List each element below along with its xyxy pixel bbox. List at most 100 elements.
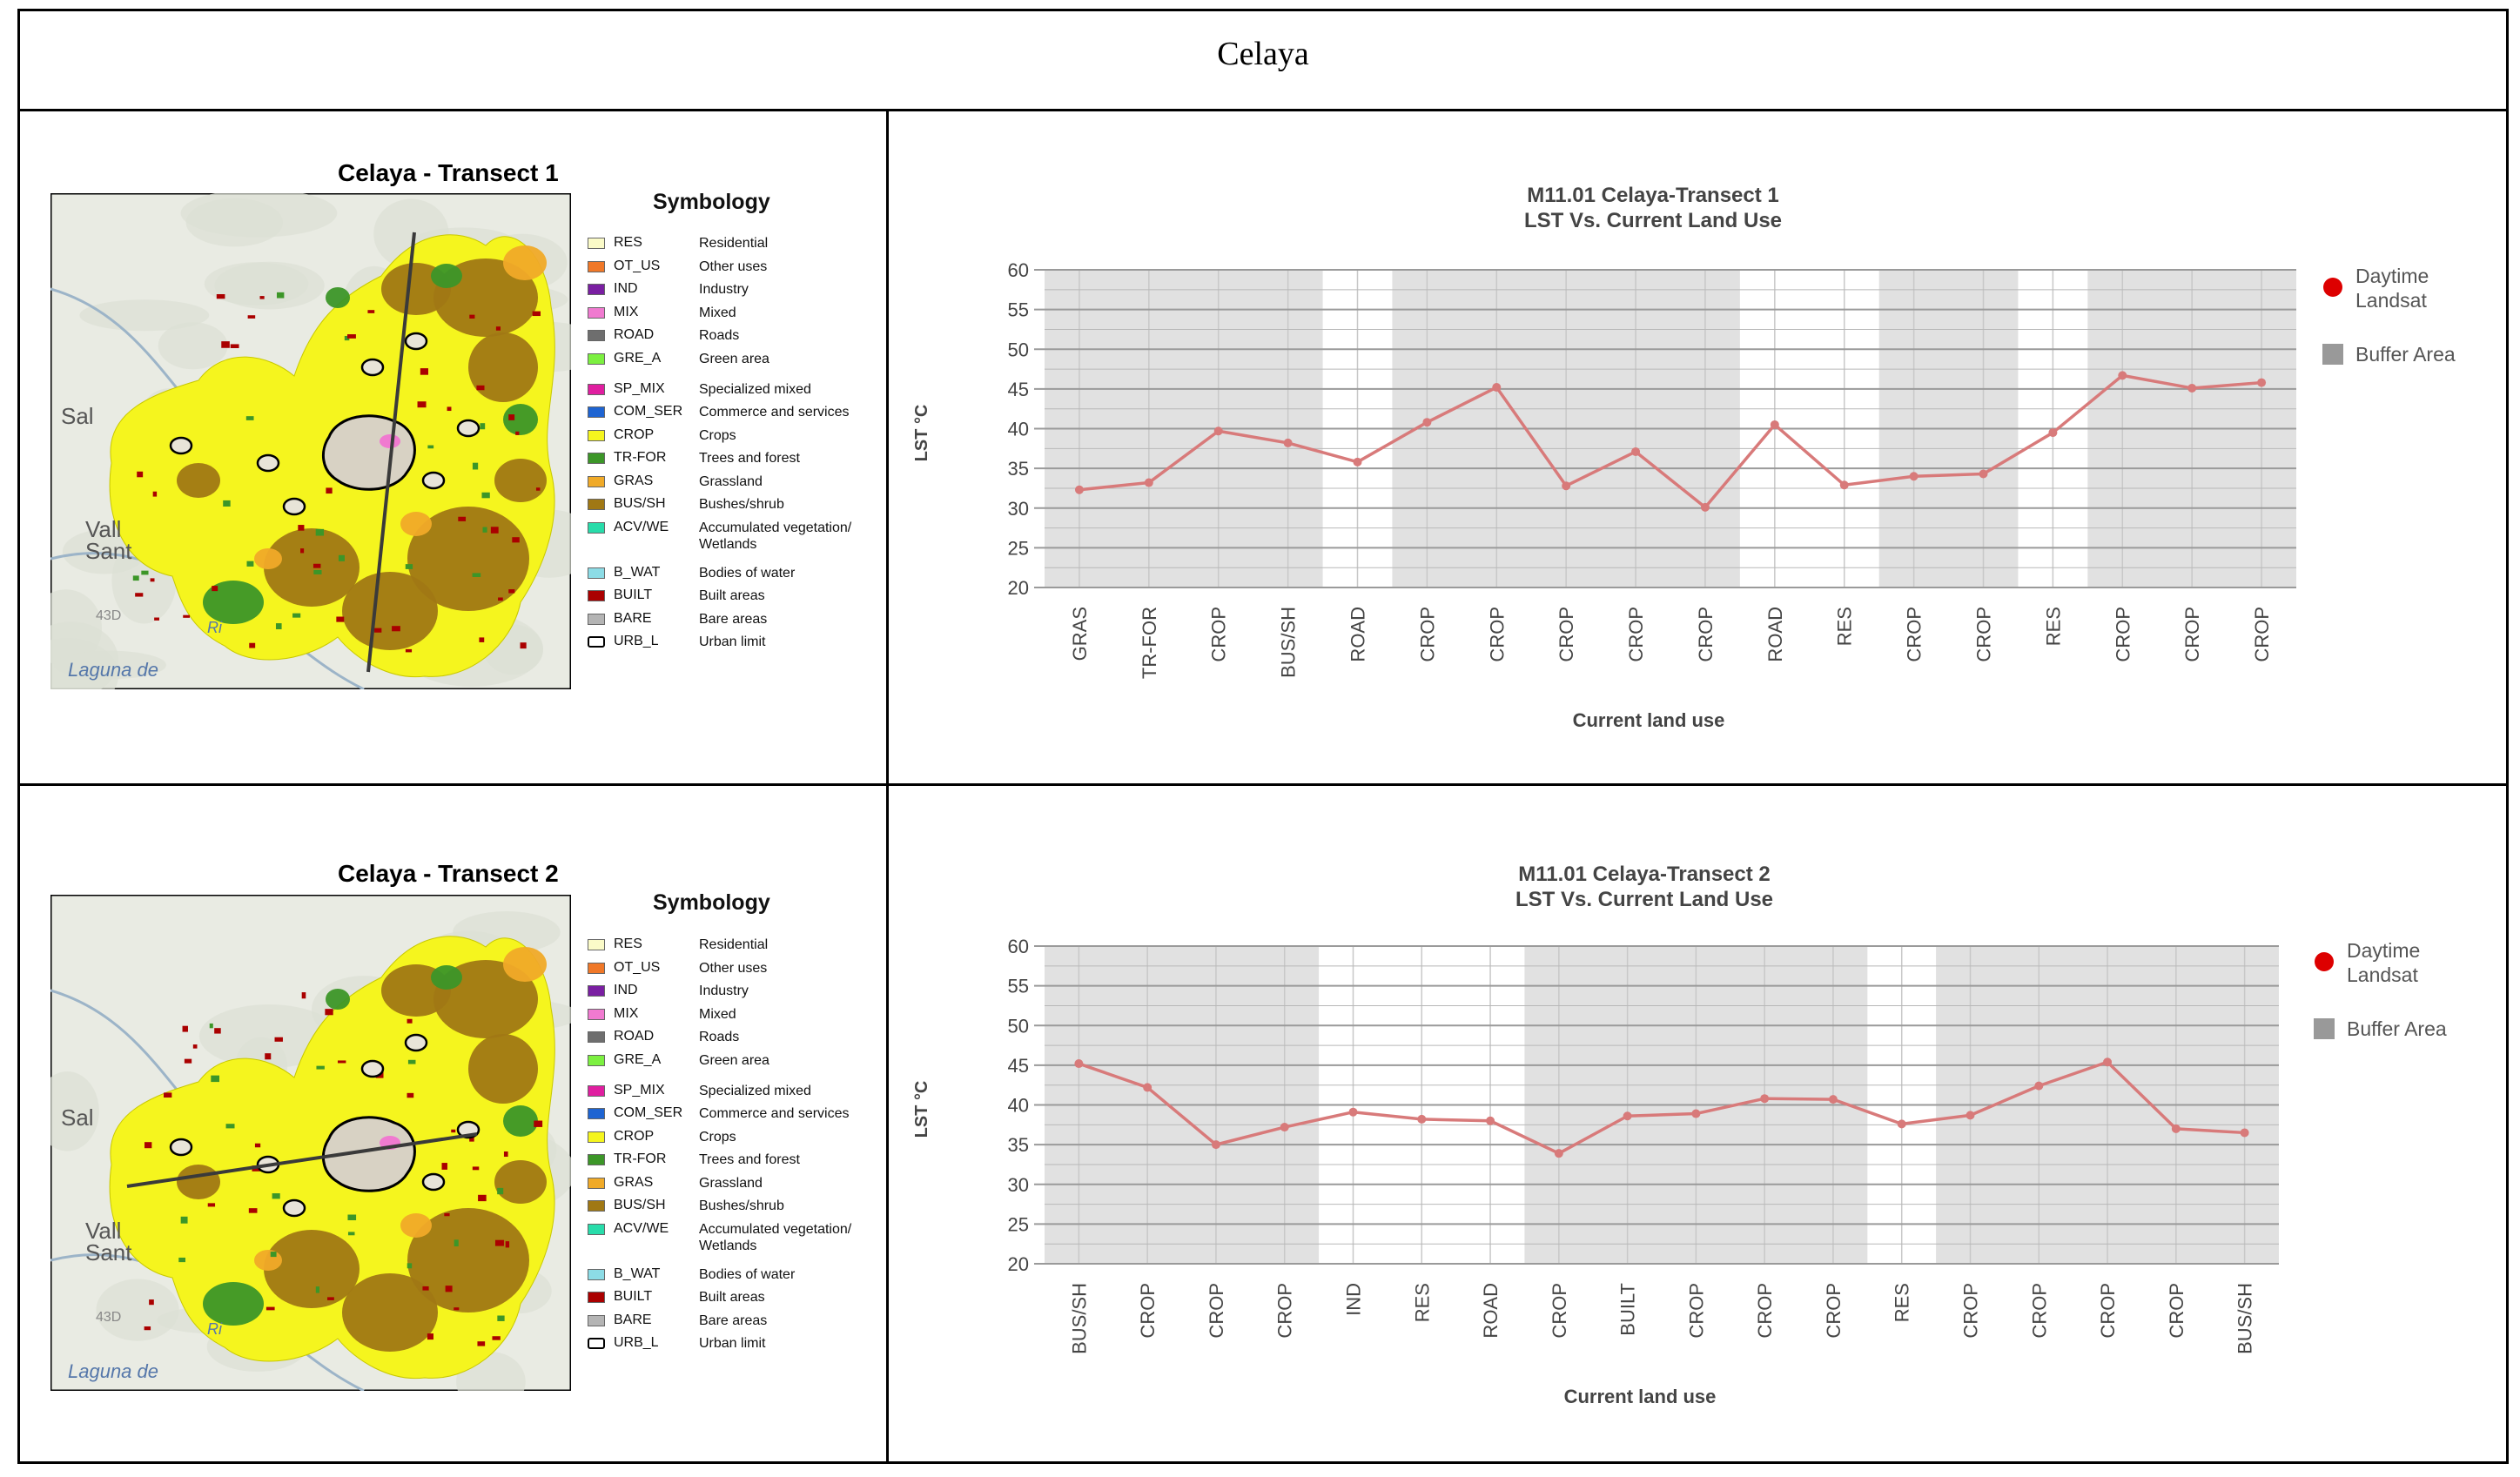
x-tick-label: RES [1411, 1283, 1433, 1322]
land-use-speck [164, 1092, 172, 1098]
legend-swatch [588, 238, 605, 249]
legend-description: Urban limit [699, 634, 766, 649]
data-point [1280, 1123, 1289, 1132]
land-use-speck [532, 311, 541, 317]
legend-swatch [588, 567, 605, 579]
land-use-speck [347, 1232, 355, 1236]
legend-swatch [588, 330, 605, 341]
land-use-speck [141, 570, 149, 575]
land-use-patch [503, 404, 538, 435]
legend-description: Green area [699, 1053, 769, 1068]
map-place-label: Sal [61, 403, 94, 429]
legend-description: Industry [699, 984, 749, 998]
legend-description: Mixed [699, 305, 736, 320]
land-use-speck [338, 554, 345, 561]
x-tick-label: CROP [1486, 607, 1508, 662]
series-line-segment [1356, 420, 1428, 464]
legend-description: Specialized mixed [699, 1084, 811, 1098]
data-point [1353, 457, 1362, 467]
land-use-speck [184, 1058, 192, 1064]
land-use-speck [498, 597, 503, 601]
land-use-speck [312, 563, 321, 568]
land-use-speck [216, 293, 225, 299]
urban-limit [404, 332, 428, 351]
data-point [1839, 480, 1849, 490]
legend-description: Bodies of water [699, 1267, 796, 1282]
data-point [1074, 1059, 1084, 1069]
legend-code: OT_US [614, 258, 661, 273]
legend-code: BUILT [614, 1289, 653, 1304]
land-use-speck [249, 642, 256, 648]
legend-swatch [588, 1200, 605, 1212]
urban-limit [360, 1059, 385, 1078]
x-tick-label: RES [1892, 1283, 1913, 1322]
land-use-speck [427, 1333, 433, 1340]
land-use-speck [221, 341, 230, 348]
legend-code: BARE [614, 1313, 652, 1327]
legend-swatch [588, 1085, 605, 1097]
legend-swatch [588, 590, 605, 601]
land-use-speck [315, 1286, 320, 1293]
legend-code: ROAD [614, 1029, 655, 1044]
land-use-patch [431, 264, 462, 288]
map-place-label: Sant [85, 1239, 132, 1266]
x-tick-label: CROP [2251, 607, 2273, 662]
x-tick-label: CROP [1549, 1283, 1570, 1339]
series-line-segment [1078, 1062, 1148, 1090]
series-line-segment [1565, 450, 1636, 487]
data-point [1909, 472, 1919, 481]
land-use-speck [315, 528, 325, 536]
data-point [1486, 1116, 1495, 1125]
chart-subtitle: LST Vs. Current Land Use [1524, 209, 1782, 232]
series-line-segment [1146, 1086, 1218, 1146]
x-tick-label: CROP [1973, 607, 1995, 662]
x-tick-label: CROP [1416, 607, 1438, 662]
land-use-speck [427, 445, 434, 449]
legend-description: Built areas [699, 1290, 765, 1305]
land-use-speck [492, 1336, 501, 1340]
land-use-speck [245, 416, 254, 420]
land-use-speck [144, 1326, 151, 1331]
data-point [1966, 1111, 1975, 1120]
legend-description: Mixed [699, 1007, 736, 1022]
land-use-speck [149, 1299, 154, 1306]
series-line-segment [2175, 1127, 2245, 1135]
y-tick-label: 40 [1008, 419, 1029, 440]
x-tick-label: ROAD [1764, 607, 1786, 662]
series-line-segment [1696, 1097, 1765, 1116]
legend-description: Specialized mixed [699, 382, 811, 397]
data-point [1422, 418, 1432, 427]
x-tick-label: ROAD [1480, 1283, 1502, 1339]
series-line-segment [1764, 1097, 1833, 1101]
map-place-label: Sant [85, 538, 132, 564]
terrain-shade [79, 299, 210, 332]
data-point [1492, 383, 1502, 393]
chart-title: M11.01 Celaya-Transect 2 [1518, 863, 1771, 886]
data-point [1770, 420, 1779, 429]
legend-label: Buffer Area [2347, 1017, 2447, 1040]
land-use-speck [254, 1143, 261, 1148]
land-use-patch [503, 947, 547, 982]
legend-code: ACV/WE [614, 1221, 669, 1236]
terrain-shade [96, 1279, 179, 1341]
data-point [2118, 371, 2127, 380]
map-place-label: Sal [61, 1104, 94, 1131]
land-use-patch [400, 512, 432, 536]
legend-code: OT_US [614, 960, 661, 975]
map-place-label: Laguna de [68, 659, 158, 681]
y-tick-label: 50 [1008, 1015, 1029, 1037]
x-tick-label: CROP [1556, 607, 1577, 662]
symbology-title: Symbology [653, 190, 770, 214]
chart-title: M11.01 Celaya-Transect 1 [1527, 184, 1779, 207]
data-point [1562, 481, 1571, 491]
land-use-patch [203, 581, 264, 624]
urban-limit [360, 358, 385, 377]
land-use-speck [265, 1306, 275, 1311]
legend-code: ROAD [614, 327, 655, 342]
land-use-speck [265, 1053, 272, 1060]
land-use-patch [400, 1213, 432, 1238]
legend-marker-daytime [2315, 952, 2334, 971]
x-tick-label: CROP [1208, 607, 1230, 662]
